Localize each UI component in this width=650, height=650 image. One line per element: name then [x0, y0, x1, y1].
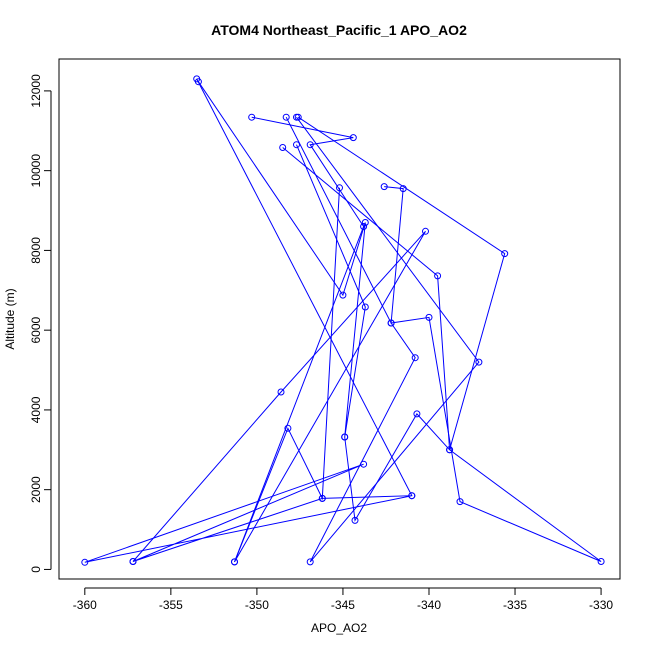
- data-series: [282, 113, 483, 566]
- x-tick-label: -350: [245, 598, 269, 612]
- x-tick-label: -345: [331, 598, 355, 612]
- x-axis-label: APO_AO2: [311, 621, 367, 635]
- data-point: [306, 558, 314, 566]
- y-axis: 0 2000 4000 6000 8000 10000 12000: [29, 74, 52, 573]
- data-point: [501, 250, 509, 258]
- x-tick-label: -330: [589, 598, 613, 612]
- x-tick-label: -335: [503, 598, 527, 612]
- data-point: [336, 184, 343, 192]
- data-point: [306, 141, 314, 149]
- series-line: [132, 187, 426, 563]
- series-line: [197, 81, 366, 438]
- y-axis-label: Altitude (m): [3, 288, 17, 349]
- plot-area-frame: [58, 58, 621, 580]
- data-point: [349, 134, 357, 142]
- data-point: [475, 358, 483, 366]
- y-tick-label: 10000: [29, 154, 43, 188]
- data-point: [380, 183, 388, 191]
- data-series: [341, 183, 605, 565]
- series-layer: [81, 75, 605, 566]
- y-tick-label: 8000: [29, 237, 43, 264]
- y-tick-label: 0: [29, 566, 43, 573]
- data-point: [318, 494, 326, 502]
- data-point: [279, 144, 287, 151]
- y-tick-label: 6000: [29, 316, 43, 343]
- x-tick-label: -355: [159, 598, 183, 612]
- data-point: [399, 185, 407, 193]
- data-series: [279, 113, 509, 454]
- data-point: [411, 354, 419, 362]
- data-point: [425, 313, 433, 321]
- data-point: [434, 272, 442, 280]
- data-series: [81, 75, 416, 566]
- data-point: [284, 424, 292, 432]
- data-series: [129, 184, 429, 566]
- x-tick-label: -340: [417, 598, 441, 612]
- y-tick-label: 2000: [29, 476, 43, 503]
- data-point: [339, 291, 347, 299]
- data-point: [277, 388, 285, 396]
- data-point: [81, 558, 89, 566]
- data-point: [129, 558, 137, 565]
- x-axis: -360 -355 -350 -345 -340 -335 -330: [73, 587, 613, 612]
- data-point: [361, 219, 369, 226]
- data-point: [194, 78, 202, 86]
- data-point: [597, 558, 605, 565]
- data-point: [294, 113, 302, 121]
- data-point: [456, 498, 464, 506]
- data-point: [361, 303, 369, 311]
- data-series: [194, 78, 369, 441]
- y-tick-label: 12000: [29, 74, 43, 108]
- data-point: [231, 558, 238, 566]
- data-point: [413, 410, 421, 418]
- chart-title: ATOM4 Northeast_Pacific_1 APO_AO2: [211, 22, 467, 38]
- series-line: [344, 186, 602, 562]
- data-point: [293, 141, 300, 149]
- data-point: [408, 492, 416, 500]
- x-tick-label: -360: [73, 598, 97, 612]
- data-point: [360, 223, 368, 230]
- data-point: [341, 433, 349, 441]
- data-point: [282, 113, 290, 121]
- y-tick-label: 4000: [29, 396, 43, 423]
- data-point: [422, 227, 429, 235]
- data-point: [446, 446, 454, 454]
- data-point: [248, 113, 256, 121]
- data-point: [387, 319, 395, 327]
- data-point: [351, 516, 359, 524]
